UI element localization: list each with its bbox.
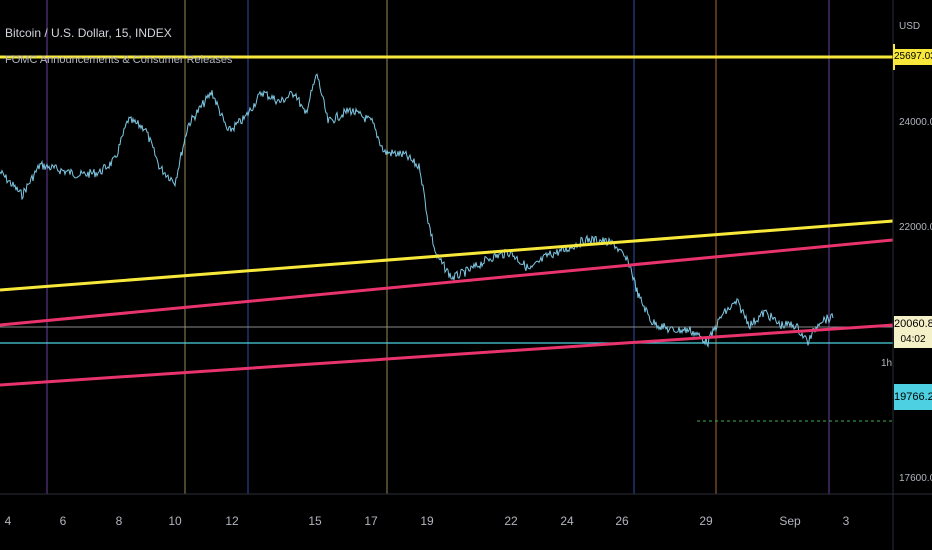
indicator-legend[interactable]: FOMC Announcements & Consumer Releases [5,54,233,66]
price-tick: 24000.00 [899,117,932,128]
price-series-line [0,73,834,349]
time-label: 12 [225,514,239,528]
time-label: 29 [699,514,713,528]
cyan-line-price-tag: 19766.22 [894,384,932,410]
interval-marker: 1h [881,358,893,369]
time-label: 4 [4,514,12,528]
event-lines [46,0,830,494]
price-tick: 22000.00 [899,222,932,233]
yellow-level-price-tag: 25697.03 [894,49,932,65]
symbol-title[interactable]: Bitcoin / U.S. Dollar, 15, INDEX [5,26,172,40]
time-label: Sep [779,514,801,528]
time-label: 17 [364,514,378,528]
time-label: 6 [59,514,67,528]
time-label: 15 [308,514,322,528]
time-label: 26 [615,514,629,528]
yellow-trendline[interactable] [0,219,894,292]
pink-trendline-lower[interactable] [0,323,894,387]
pink-trendline-upper[interactable] [0,238,894,327]
bar-countdown-tag: 04:02 [894,332,932,348]
time-label: 19 [420,514,434,528]
time-label: 10 [168,514,182,528]
time-label: 3 [842,514,850,528]
time-label: 22 [504,514,518,528]
time-label: 24 [560,514,574,528]
currency-label[interactable]: USD [899,21,921,32]
price-tick: 17600.00 [899,473,932,484]
time-label: 8 [115,514,123,528]
last-price-tag: 20060.87 [894,316,932,332]
